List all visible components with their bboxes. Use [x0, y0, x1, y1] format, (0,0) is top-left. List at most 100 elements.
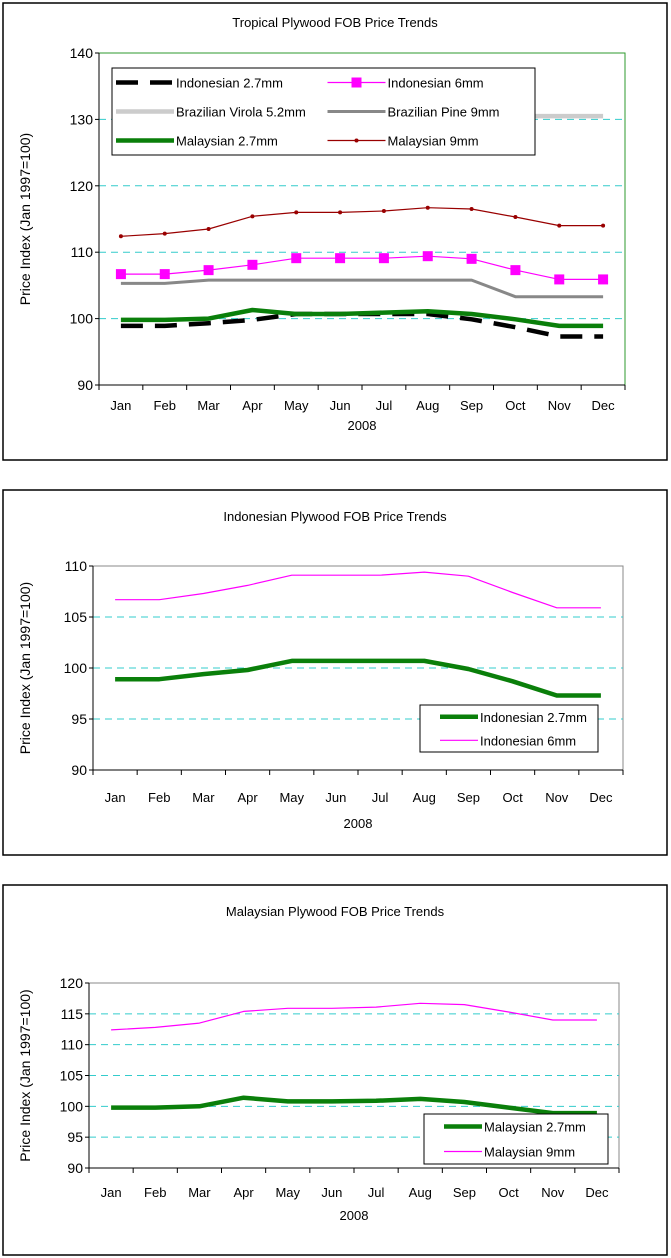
legend: Malaysian 2.7mm Malaysian 9mm	[423, 1113, 609, 1165]
data-point	[108, 1105, 114, 1111]
data-point	[203, 265, 214, 276]
chart-2: Indonesian Plywood FOB Price Trends 90 95 1…	[2, 489, 668, 856]
chart-1: Tropical Plywood FOB Price Trends 90 100 11…	[2, 2, 668, 461]
data-point	[557, 223, 562, 228]
data-point	[421, 569, 427, 575]
data-point	[422, 251, 433, 262]
series-indonesian-6mm	[115, 251, 609, 285]
legend-marker	[351, 77, 362, 88]
legend-item: Brazilian Virola 5.2mm	[116, 105, 306, 120]
x-tick-label: Jul	[372, 790, 389, 805]
data-point	[293, 311, 299, 317]
data-point	[112, 597, 118, 603]
data-point	[241, 1095, 247, 1101]
y-tick-label: 90	[71, 762, 87, 778]
data-point	[333, 572, 339, 578]
legend-label: Indonesian 2.7mm	[480, 710, 587, 725]
legend-box	[423, 1113, 609, 1165]
data-point	[466, 253, 477, 264]
data-point	[115, 269, 126, 280]
data-point	[329, 1098, 335, 1104]
chart-3: Malaysian Plywood FOB Price Trends 90 95 10…	[2, 884, 668, 1256]
data-point	[377, 658, 383, 664]
data-point	[598, 605, 604, 611]
data-point	[465, 666, 471, 672]
series-malaysian-9mm	[118, 205, 606, 239]
data-point	[378, 253, 389, 264]
series-line	[120, 255, 604, 280]
x-tick-label: Mar	[197, 398, 220, 413]
data-point	[512, 324, 518, 330]
data-point	[118, 317, 124, 323]
data-point	[594, 1017, 600, 1023]
data-point	[249, 307, 255, 313]
series-line	[115, 658, 601, 698]
data-point	[206, 277, 212, 283]
data-point	[556, 294, 562, 300]
legend-label: Brazilian Pine 9mm	[388, 105, 500, 120]
data-point	[337, 311, 343, 317]
data-point	[556, 323, 562, 329]
legend-label: Malaysian 9mm	[484, 1145, 575, 1160]
y-tick-label: 110	[71, 244, 94, 260]
data-point	[510, 678, 516, 684]
data-point	[377, 572, 383, 578]
data-point	[285, 1098, 291, 1104]
series-malaysian-2-7mm	[118, 307, 604, 329]
data-point	[556, 334, 562, 340]
y-tick-label: 105	[64, 609, 88, 625]
legend-item: Indonesian 6mm	[327, 76, 484, 91]
data-point	[461, 1099, 467, 1105]
y-tick-label: 120	[70, 178, 94, 194]
data-point	[469, 207, 474, 212]
x-tick-label: Aug	[416, 398, 439, 413]
data-point	[118, 234, 123, 239]
data-point	[285, 1005, 291, 1011]
data-point	[506, 1009, 512, 1015]
data-point	[510, 265, 521, 276]
data-point	[598, 693, 604, 699]
data-point	[554, 274, 565, 285]
x-tick-label: Jan	[110, 398, 131, 413]
data-point	[162, 317, 168, 323]
chart-title: Tropical Plywood FOB Price Trends	[232, 15, 438, 30]
data-point	[250, 214, 255, 219]
x-tick-label: Jan	[105, 790, 126, 805]
x-tick-label: Jul	[368, 1185, 385, 1200]
x-tick-label: Dec	[589, 790, 613, 805]
y-tick-label: 120	[60, 975, 84, 991]
x-axis-title: 2008	[348, 418, 377, 433]
data-point	[291, 253, 302, 264]
x-tick-label: Apr	[237, 790, 258, 805]
data-point	[425, 205, 430, 210]
data-point	[249, 317, 255, 323]
x-tick-label: Sep	[460, 398, 483, 413]
x-tick-label: Jun	[325, 790, 346, 805]
data-point	[200, 591, 206, 597]
legend-label: Malaysian 2.7mm	[484, 1120, 586, 1135]
x-tick-label: Jul	[376, 398, 393, 413]
x-tick-label: May	[284, 398, 309, 413]
data-point	[196, 1020, 202, 1026]
data-point	[152, 1105, 158, 1111]
chart-title: Malaysian Plywood FOB Price Trends	[226, 904, 445, 919]
series-malaysian-9mm	[111, 1002, 600, 1031]
data-point	[245, 582, 251, 588]
y-tick-label: 130	[70, 111, 94, 127]
x-tick-label: Apr	[233, 1185, 254, 1200]
x-tick-label: Dec	[592, 398, 616, 413]
data-point	[156, 597, 162, 603]
legend-item: Indonesian 2.7mm	[440, 710, 587, 725]
series-brazilian-pine-9mm	[120, 277, 606, 300]
legend: Indonesian 2.7mm Indonesian 6mm	[419, 704, 599, 753]
data-point	[294, 210, 299, 215]
legend-item: Indonesian 6mm	[440, 733, 576, 748]
data-point	[506, 1105, 512, 1111]
y-tick-label: 115	[61, 1006, 84, 1022]
data-point	[425, 308, 431, 314]
data-point	[469, 316, 475, 322]
y-tick-label: 110	[61, 1037, 84, 1053]
data-point	[159, 269, 170, 280]
data-point	[600, 294, 606, 300]
chart-frame	[2, 489, 668, 856]
